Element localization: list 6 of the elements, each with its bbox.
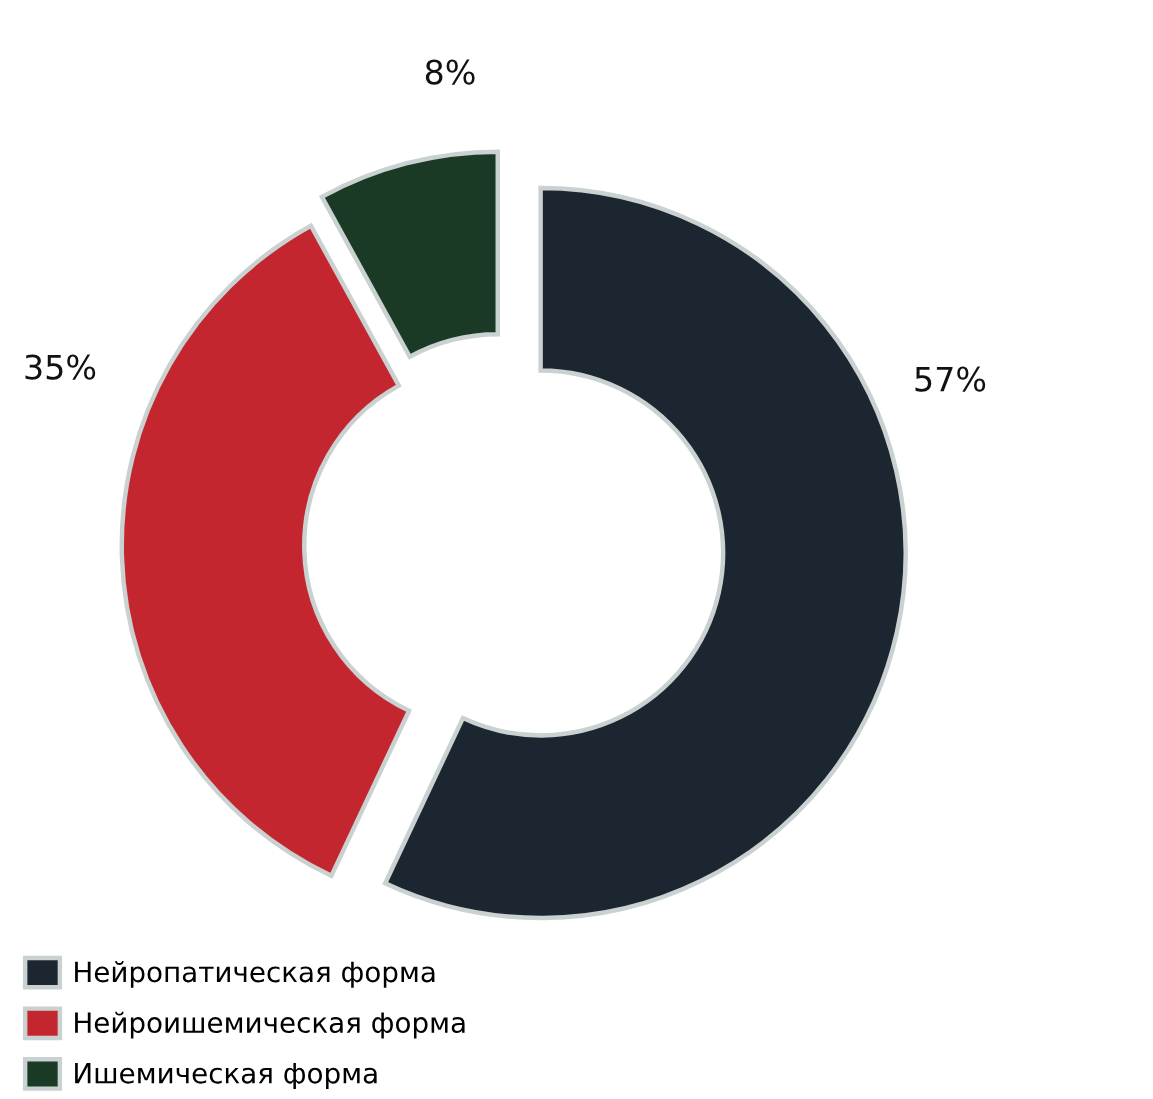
legend-label: Ишемическая форма — [75, 1063, 377, 1090]
legend-label: Нейропатическая форма — [75, 961, 435, 988]
legend-label: Нейроишемическая форма — [75, 1011, 465, 1039]
data-label: 57% — [915, 366, 986, 392]
data-label: 8% — [425, 59, 475, 85]
data-label: 35% — [25, 354, 96, 380]
